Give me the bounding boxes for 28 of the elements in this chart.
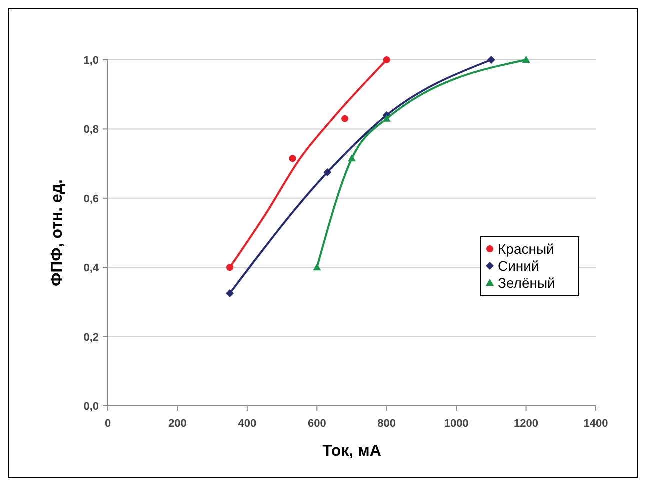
x-tick-label: 800: [378, 418, 396, 430]
point: [522, 56, 530, 63]
point: [342, 115, 349, 122]
x-tick-label: 1400: [584, 418, 608, 430]
point: [289, 155, 296, 162]
x-tick-label: 600: [308, 418, 326, 430]
legend-label: Зелёный: [498, 275, 556, 291]
point: [313, 264, 322, 271]
point: [348, 154, 356, 162]
y-tick-label: 0,6: [84, 193, 99, 206]
point: [324, 168, 332, 176]
x-tick-label: 1200: [514, 418, 539, 430]
point: [226, 290, 234, 298]
y-tick-label: 0,8: [84, 124, 99, 136]
y-tick-label: 1,0: [84, 55, 99, 67]
point: [382, 114, 391, 122]
x-tick-label: 200: [168, 418, 187, 430]
point: [487, 56, 496, 64]
y-tick-label: 0,2: [84, 332, 99, 344]
x-tick-label: 400: [238, 418, 257, 430]
y-tick-label: 0,0: [84, 401, 99, 413]
x-tick-label: 1000: [444, 418, 469, 430]
legend-label: Синий: [498, 258, 540, 274]
y-tick-label: 0,4: [84, 262, 100, 275]
y-axis-title: ФПФ, отн. ед.: [49, 180, 66, 286]
x-tick-label: 0: [104, 418, 112, 430]
legend-label: Красный: [498, 241, 554, 257]
x-axis-title: Ток, мА: [322, 443, 382, 460]
